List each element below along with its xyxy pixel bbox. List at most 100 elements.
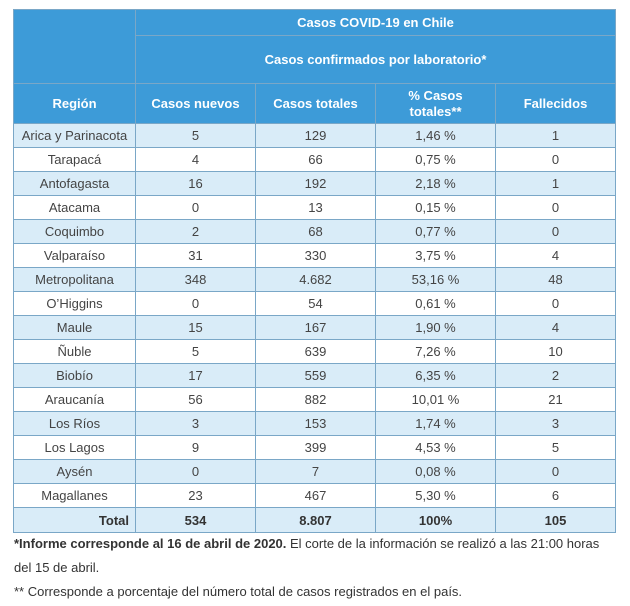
cell-total-cases: 54 xyxy=(255,291,376,316)
cell-deaths: 1 xyxy=(494,123,617,148)
cell-new-cases: 31 xyxy=(135,243,256,268)
cell-region: O’Higgins xyxy=(13,291,136,316)
cell-total-cases: 467 xyxy=(255,483,376,508)
cell-total-cases: 68 xyxy=(255,219,376,244)
cell-new-cases: 23 xyxy=(135,483,256,508)
cell-new-cases: 0 xyxy=(135,291,256,316)
cell-deaths: 21 xyxy=(494,387,617,412)
cell-total-cases: 399 xyxy=(255,435,376,460)
cell-new-cases: 348 xyxy=(135,267,256,292)
cell-region: Biobío xyxy=(13,363,136,388)
footnote-report-date-rest: El corte de la información se realizó a … xyxy=(14,536,600,575)
cell-region: Magallanes xyxy=(13,483,136,508)
table-row: Araucanía 56 882 10,01 % 21 xyxy=(13,387,617,412)
cell-deaths: 0 xyxy=(494,291,617,316)
cell-total-cases: 4.682 xyxy=(255,267,376,292)
cell-new-cases: 3 xyxy=(135,411,256,436)
cell-total-cases: 192 xyxy=(255,171,376,196)
cell-percent-total: 7,26 % xyxy=(375,339,496,364)
cell-total-cases: 167 xyxy=(255,315,376,340)
cell-total-cases: 882 xyxy=(255,387,376,412)
cell-percent-total: 0,08 % xyxy=(375,459,496,484)
cell-region: Tarapacá xyxy=(13,147,136,172)
column-header-region: Región xyxy=(13,83,136,124)
cell-region: Ñuble xyxy=(13,339,136,364)
table-subtitle: Casos confirmados por laboratorio* xyxy=(134,35,617,84)
cell-new-cases: 4 xyxy=(135,147,256,172)
cell-deaths: 2 xyxy=(494,363,617,388)
table-row: Los Ríos 3 153 1,74 % 3 xyxy=(13,411,617,436)
cell-region: Coquimbo xyxy=(13,219,136,244)
total-label: Total xyxy=(13,507,136,533)
table-row: Antofagasta 16 192 2,18 % 1 xyxy=(13,171,617,196)
cell-total-cases: 330 xyxy=(255,243,376,268)
cell-region: Arica y Parinacota xyxy=(13,123,136,148)
table-title: Casos COVID-19 en Chile xyxy=(134,9,617,36)
cell-new-cases: 16 xyxy=(135,171,256,196)
cell-percent-total: 2,18 % xyxy=(375,171,496,196)
footnote-report-date: *Informe corresponde al 16 de abril de 2… xyxy=(14,532,614,580)
cell-percent-total: 1,46 % xyxy=(375,123,496,148)
cell-percent-total: 0,77 % xyxy=(375,219,496,244)
covid-table-container: Casos COVID-19 en Chile Casos confirmado… xyxy=(13,9,617,533)
table-row: Ñuble 5 639 7,26 % 10 xyxy=(13,339,617,364)
table-row: O’Higgins 0 54 0,61 % 0 xyxy=(13,291,617,316)
table-row: Atacama 0 13 0,15 % 0 xyxy=(13,195,617,220)
cell-deaths: 0 xyxy=(494,219,617,244)
cell-percent-total: 0,15 % xyxy=(375,195,496,220)
cell-total-cases: 639 xyxy=(255,339,376,364)
total-deaths: 105 xyxy=(494,507,617,533)
cell-percent-total: 4,53 % xyxy=(375,435,496,460)
cell-new-cases: 17 xyxy=(135,363,256,388)
total-new-cases: 534 xyxy=(135,507,256,533)
cell-region: Los Ríos xyxy=(13,411,136,436)
table-row: Magallanes 23 467 5,30 % 6 xyxy=(13,483,617,508)
table-row: Coquimbo 2 68 0,77 % 0 xyxy=(13,219,617,244)
cell-deaths: 0 xyxy=(494,459,617,484)
table-row: Metropolitana 348 4.682 53,16 % 48 xyxy=(13,267,617,292)
cell-deaths: 0 xyxy=(494,195,617,220)
cell-deaths: 1 xyxy=(494,171,617,196)
cell-percent-total: 10,01 % xyxy=(375,387,496,412)
cell-percent-total: 1,74 % xyxy=(375,411,496,436)
table-row: Biobío 17 559 6,35 % 2 xyxy=(13,363,617,388)
footnote-report-date-bold: *Informe corresponde al 16 de abril de 2… xyxy=(14,536,287,551)
cell-deaths: 3 xyxy=(494,411,617,436)
cell-total-cases: 129 xyxy=(255,123,376,148)
cell-percent-total: 0,75 % xyxy=(375,147,496,172)
total-cases: 8.807 xyxy=(255,507,376,533)
cell-region: Aysén xyxy=(13,459,136,484)
cell-region: Maule xyxy=(13,315,136,340)
cell-percent-total: 53,16 % xyxy=(375,267,496,292)
cell-deaths: 48 xyxy=(494,267,617,292)
cell-total-cases: 13 xyxy=(255,195,376,220)
cell-new-cases: 56 xyxy=(135,387,256,412)
cell-new-cases: 9 xyxy=(135,435,256,460)
cell-deaths: 4 xyxy=(494,243,617,268)
total-percent: 100% xyxy=(375,507,496,533)
cell-deaths: 0 xyxy=(494,147,617,172)
cell-total-cases: 559 xyxy=(255,363,376,388)
cell-region: Metropolitana xyxy=(13,267,136,292)
cell-new-cases: 2 xyxy=(135,219,256,244)
table-row: Arica y Parinacota 5 129 1,46 % 1 xyxy=(13,123,617,148)
cell-region: Antofagasta xyxy=(13,171,136,196)
cell-region: Atacama xyxy=(13,195,136,220)
table-body: Arica y Parinacota 5 129 1,46 % 1 Tarapacá 4 66… xyxy=(13,123,617,508)
table-row: Los Lagos 9 399 4,53 % 5 xyxy=(13,435,617,460)
cell-new-cases: 15 xyxy=(135,315,256,340)
cell-new-cases: 0 xyxy=(135,195,256,220)
table-row: Tarapacá 4 66 0,75 % 0 xyxy=(13,147,617,172)
cell-new-cases: 5 xyxy=(135,339,256,364)
cell-new-cases: 5 xyxy=(135,123,256,148)
footnotes: *Informe corresponde al 16 de abril de 2… xyxy=(14,532,614,604)
cell-percent-total: 3,75 % xyxy=(375,243,496,268)
total-row: Total 534 8.807 100% 105 xyxy=(13,507,617,533)
cell-percent-total: 1,90 % xyxy=(375,315,496,340)
cell-percent-total: 6,35 % xyxy=(375,363,496,388)
header-empty-cell xyxy=(13,9,136,84)
cell-total-cases: 153 xyxy=(255,411,376,436)
table-row: Aysén 0 7 0,08 % 0 xyxy=(13,459,617,484)
covid-cases-table: Casos COVID-19 en Chile Casos confirmado… xyxy=(13,9,617,533)
cell-percent-total: 0,61 % xyxy=(375,291,496,316)
